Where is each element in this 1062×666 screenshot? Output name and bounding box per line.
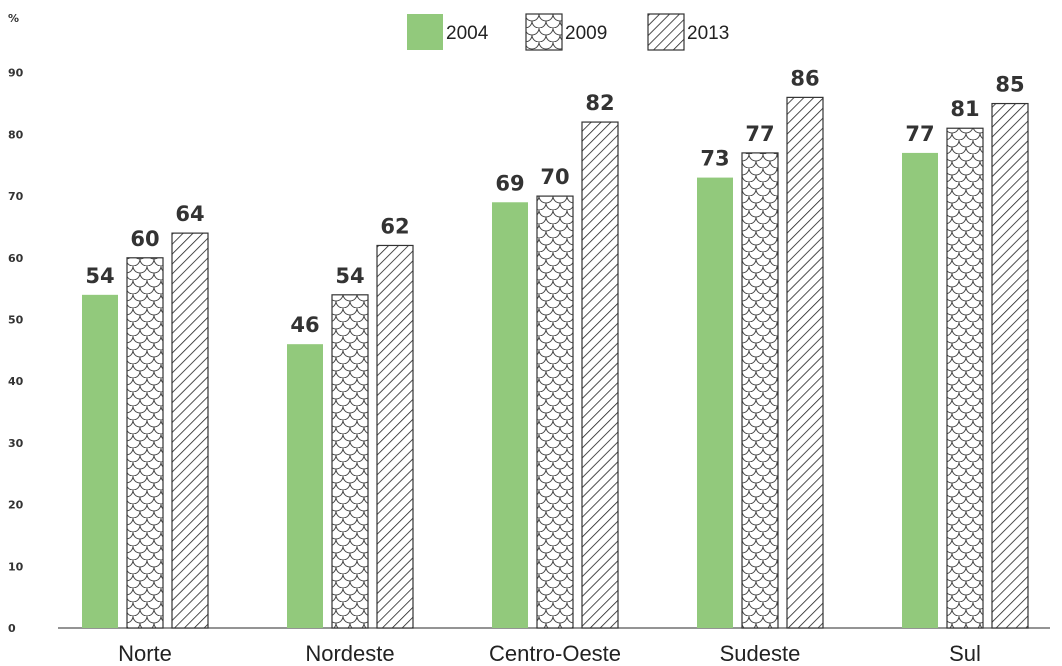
bar-2013-sul: [991, 102, 1029, 629]
y-tick-label: 70: [8, 190, 24, 203]
y-axis: 0 10 20 30 40 50 60 70 80 90: [8, 67, 24, 635]
data-label: 85: [995, 73, 1024, 97]
data-label: 86: [790, 66, 819, 90]
data-label: 73: [700, 147, 729, 171]
data-label: 46: [290, 313, 319, 337]
bar-2013-centro-oeste: [581, 121, 619, 629]
x-tick-label: Nordeste: [305, 641, 394, 666]
legend-label: 2009: [565, 23, 607, 44]
y-tick-label: 0: [8, 622, 16, 635]
legend-label: 2004: [446, 23, 489, 44]
legend-swatch-2004: [407, 14, 443, 50]
x-axis-ticks: Norte Nordeste Centro-Oeste Sudeste Sul: [118, 641, 981, 666]
data-label: 54: [335, 264, 364, 288]
data-label: 81: [950, 97, 979, 121]
bar-2013-sudeste: [786, 96, 824, 629]
y-axis-label: %: [8, 12, 19, 25]
data-label: 70: [540, 165, 569, 189]
y-tick-label: 40: [8, 375, 24, 388]
bars-group: [82, 96, 1029, 629]
y-tick-label: 80: [8, 128, 24, 141]
data-label: 54: [85, 264, 114, 288]
y-tick-label: 50: [8, 314, 24, 327]
data-label: 62: [380, 214, 409, 238]
data-labels-group: 54 60 64 46 54 62 69 70 82 73 77 86 77 81 85: [85, 66, 1024, 337]
bar-2013-norte: [171, 232, 209, 629]
legend-label: 2013: [687, 23, 729, 44]
data-label: 77: [745, 122, 774, 146]
y-tick-label: 60: [8, 252, 24, 265]
x-tick-label: Centro-Oeste: [489, 641, 621, 666]
bar-2004-centro-oeste: [492, 202, 528, 628]
bar-2009-sul: [946, 127, 984, 629]
legend-swatch-2009: [525, 13, 563, 51]
bar-2009-centro-oeste: [536, 195, 574, 629]
bar-2013-nordeste: [376, 244, 414, 629]
bar-2009-sudeste: [741, 152, 779, 629]
bar-2004-sudeste: [697, 177, 733, 628]
bar-2004-norte: [82, 294, 118, 628]
y-tick-label: 30: [8, 437, 24, 450]
y-tick-label: 10: [8, 560, 24, 573]
bar-2009-nordeste: [331, 294, 369, 629]
bar-2004-sul: [902, 152, 938, 628]
legend: 2004 2009 2013: [407, 13, 729, 51]
x-tick-label: Norte: [118, 641, 172, 666]
data-label: 69: [495, 171, 524, 195]
y-tick-label: 20: [8, 499, 24, 512]
x-tick-label: Sudeste: [720, 641, 801, 666]
data-label: 82: [585, 91, 614, 115]
bar-2009-norte: [126, 257, 164, 629]
legend-swatch-2013: [647, 13, 685, 51]
x-tick-label: Sul: [949, 641, 981, 666]
data-label: 64: [175, 202, 204, 226]
data-label: 60: [130, 227, 159, 251]
data-label: 77: [905, 122, 934, 146]
y-tick-label: 90: [8, 67, 24, 80]
bar-2004-nordeste: [287, 344, 323, 628]
